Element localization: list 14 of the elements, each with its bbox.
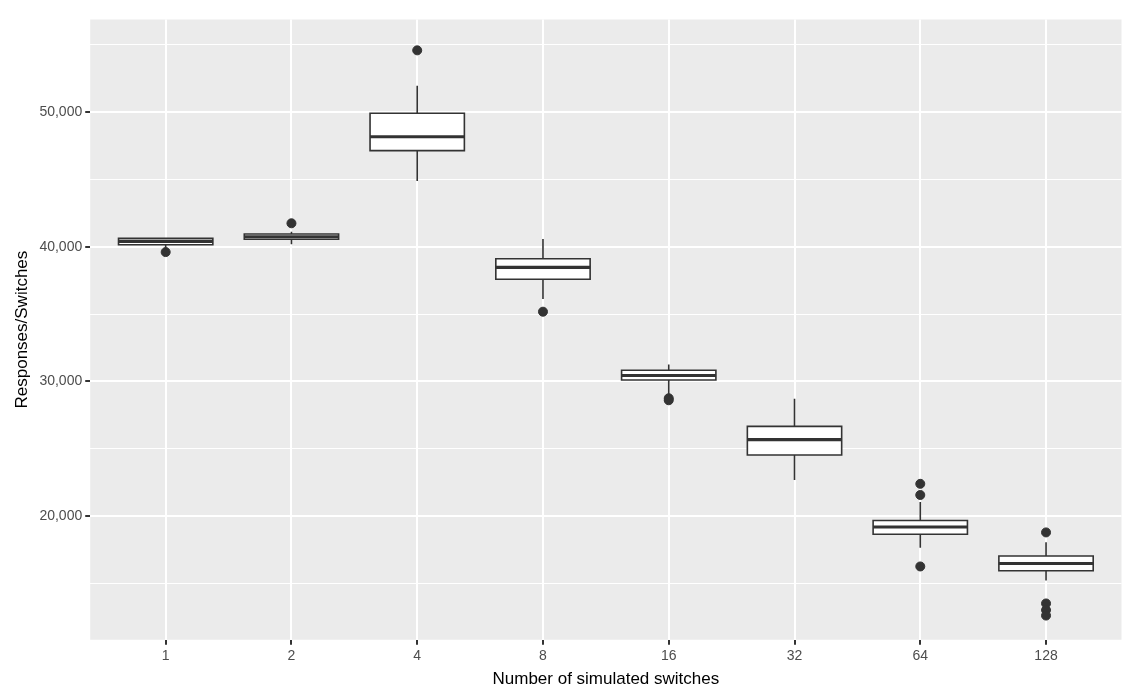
x-tick-label: 8: [539, 647, 548, 664]
y-tick-label: 40,000: [39, 237, 83, 254]
x-tick-label: 2: [287, 647, 296, 664]
x-tick-label: 128: [1034, 647, 1058, 664]
x-axis-title: Number of simulated switches: [492, 669, 720, 689]
y-tick-label: 20,000: [39, 506, 83, 523]
x-tick-label: 4: [413, 647, 422, 664]
y-tick-label: 30,000: [39, 372, 83, 389]
y-tick-label: 50,000: [39, 103, 83, 120]
y-axis-title: Responses/Switches: [11, 250, 31, 409]
x-tick-label: 32: [786, 647, 803, 664]
x-tick-label: 1: [161, 647, 170, 664]
x-tick-label: 64: [912, 647, 929, 664]
x-tick-label: 16: [660, 647, 677, 664]
